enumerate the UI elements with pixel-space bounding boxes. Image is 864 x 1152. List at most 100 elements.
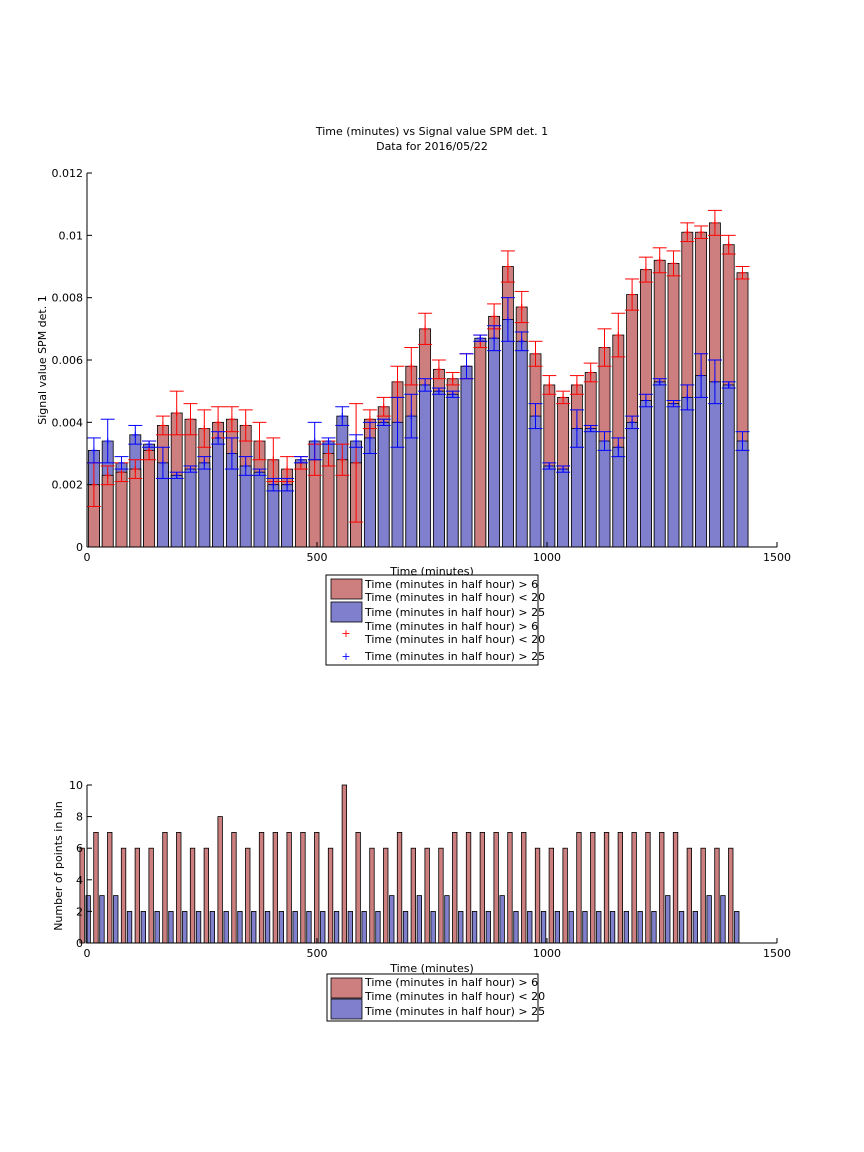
chart1-bar-blue bbox=[612, 446, 625, 548]
chart1-bar-red bbox=[101, 474, 114, 548]
chart1-y-tick-label: 0.012 bbox=[52, 167, 84, 180]
chart2-bar-blue bbox=[113, 895, 119, 944]
chart2-xlabel: Time (minutes) bbox=[389, 962, 474, 975]
chart2-bar-red bbox=[548, 847, 554, 944]
chart2-bar-red bbox=[327, 847, 334, 944]
chart2-bar-red bbox=[728, 847, 734, 944]
chart1-bar-red bbox=[129, 468, 142, 548]
chart2-bar-red bbox=[493, 832, 499, 944]
chart2-bar-red bbox=[148, 847, 154, 944]
chart1-bar-blue bbox=[501, 319, 514, 548]
chart1-bar-blue bbox=[460, 365, 473, 548]
chart2-bar-blue bbox=[734, 911, 740, 944]
chart1-bar-blue bbox=[377, 421, 390, 548]
chart1-bar-blue bbox=[695, 375, 708, 548]
chart2-bar-blue bbox=[292, 911, 298, 944]
chart2-ylabel: Number of points in bin bbox=[52, 801, 65, 931]
chart2-bar-red bbox=[369, 847, 375, 944]
chart1-bar-blue bbox=[626, 421, 639, 548]
chart2-bar-blue bbox=[609, 911, 616, 944]
chart2-bar-blue bbox=[402, 911, 409, 944]
chart1-bar-blue bbox=[198, 462, 211, 548]
chart2-legend-blue-patch bbox=[330, 998, 363, 1020]
chart2-bar-blue bbox=[651, 911, 657, 944]
chart2-bar-blue bbox=[223, 911, 229, 944]
chart2-bar-blue bbox=[182, 911, 188, 944]
chart2-y-tick-label: 4 bbox=[76, 874, 83, 887]
chart2-bar-blue bbox=[471, 911, 478, 944]
chart2-bar-blue bbox=[720, 895, 726, 944]
chart2-bar-blue bbox=[568, 911, 574, 944]
chart2-bar-blue bbox=[540, 911, 547, 944]
chart2-bar-red bbox=[286, 832, 292, 944]
chart1-bar-blue bbox=[639, 400, 652, 548]
chart2-bar-red bbox=[410, 847, 417, 944]
chart2-bar-blue bbox=[237, 911, 243, 944]
chart1-ylabel: Signal value SPM det. 1 bbox=[36, 295, 49, 425]
chart2-bar-blue bbox=[278, 911, 285, 944]
chart2-bar-blue bbox=[154, 911, 160, 944]
chart2-bar-red bbox=[93, 832, 99, 944]
chart1-bar-blue bbox=[722, 384, 735, 548]
chart2-bar-blue bbox=[596, 911, 602, 944]
chart2-bar-red bbox=[176, 832, 182, 944]
chart2-bar-blue bbox=[333, 911, 340, 944]
chart2-bar-red bbox=[189, 847, 196, 944]
chart2-y-tick-label: 0 bbox=[76, 937, 83, 950]
chart2-bar-red bbox=[245, 847, 251, 944]
chart1-subtitle: Data for 2016/05/22 bbox=[376, 140, 488, 153]
chart2-x-tick-label: 0 bbox=[84, 947, 91, 960]
chart1-bar-blue bbox=[184, 468, 197, 548]
chart2-bar-red bbox=[603, 832, 610, 944]
chart2-bar-blue bbox=[513, 911, 519, 944]
chart2-x-tick-label: 500 bbox=[307, 947, 328, 960]
chart2-bar-blue bbox=[665, 895, 671, 944]
chart1-title: Time (minutes) vs Signal value SPM det. … bbox=[315, 125, 548, 138]
chart2-bar-blue bbox=[637, 911, 643, 944]
chart2-bar-blue bbox=[375, 911, 381, 944]
chart2-bar-red bbox=[700, 847, 706, 944]
chart1-bar-blue bbox=[170, 474, 183, 548]
chart1-bar-blue bbox=[529, 415, 542, 548]
chart2-bar-red bbox=[672, 832, 679, 944]
chart1-bar-blue bbox=[432, 390, 445, 548]
chart2-bar-red bbox=[79, 847, 85, 944]
chart2-x-tick-label: 1000 bbox=[533, 947, 561, 960]
chart2-legend-red-patch bbox=[330, 977, 363, 999]
chart1-x-tick-label: 1000 bbox=[533, 551, 561, 564]
chart2-legend-red-label-line2: Time (minutes in half hour) < 20 bbox=[364, 990, 545, 1003]
chart2-bar-blue bbox=[527, 911, 533, 944]
chart1-legend-blue-patch bbox=[330, 601, 363, 623]
chart2-x-tick-label: 1500 bbox=[763, 947, 791, 960]
chart2-bar-red bbox=[465, 832, 472, 944]
chart1-x-tick-label: 0 bbox=[84, 551, 91, 564]
chart2-bar-blue bbox=[430, 911, 436, 944]
chart1-bar-blue bbox=[488, 337, 501, 548]
chart2-bar-blue bbox=[320, 911, 326, 944]
chart2-bar-blue bbox=[706, 895, 712, 944]
chart2-bar-red bbox=[355, 832, 361, 944]
chart2-bar-blue bbox=[168, 911, 174, 944]
chart2-bar-blue bbox=[623, 911, 629, 944]
chart2-y-tick-label: 8 bbox=[76, 811, 83, 824]
chart1-bar-blue bbox=[736, 440, 749, 548]
chart2-bar-red bbox=[217, 816, 223, 944]
chart2-bar-red bbox=[203, 847, 210, 944]
chart1-y-tick-label: 0.01 bbox=[59, 229, 84, 242]
chart1-bar-blue bbox=[446, 393, 459, 548]
chart2-bar-blue bbox=[209, 911, 216, 944]
chart2-bar-red bbox=[314, 832, 320, 944]
chart2-bar-blue bbox=[306, 911, 312, 944]
chart2-bar-red bbox=[576, 832, 582, 944]
chart2-bar-red bbox=[438, 847, 444, 944]
chart2-bar-blue bbox=[485, 911, 492, 944]
chart2-y-tick-label: 2 bbox=[76, 905, 83, 918]
chart1-bar-red bbox=[115, 471, 128, 548]
chart2-bar-blue bbox=[582, 911, 588, 944]
chart1-legend-red-plus: + bbox=[341, 627, 350, 640]
chart2-legend-red-label-line1: Time (minutes in half hour) > 6 bbox=[364, 976, 538, 989]
chart2-bar-blue bbox=[458, 911, 464, 944]
chart1-plot-area: 0 500 1000 1500 0 0.002 0.004 0.006 0.008 0.01 0.0… bbox=[52, 167, 792, 564]
chart2-plot-area: 0 500 1000 1500 0 2 4 6 8 10 bbox=[69, 779, 791, 960]
